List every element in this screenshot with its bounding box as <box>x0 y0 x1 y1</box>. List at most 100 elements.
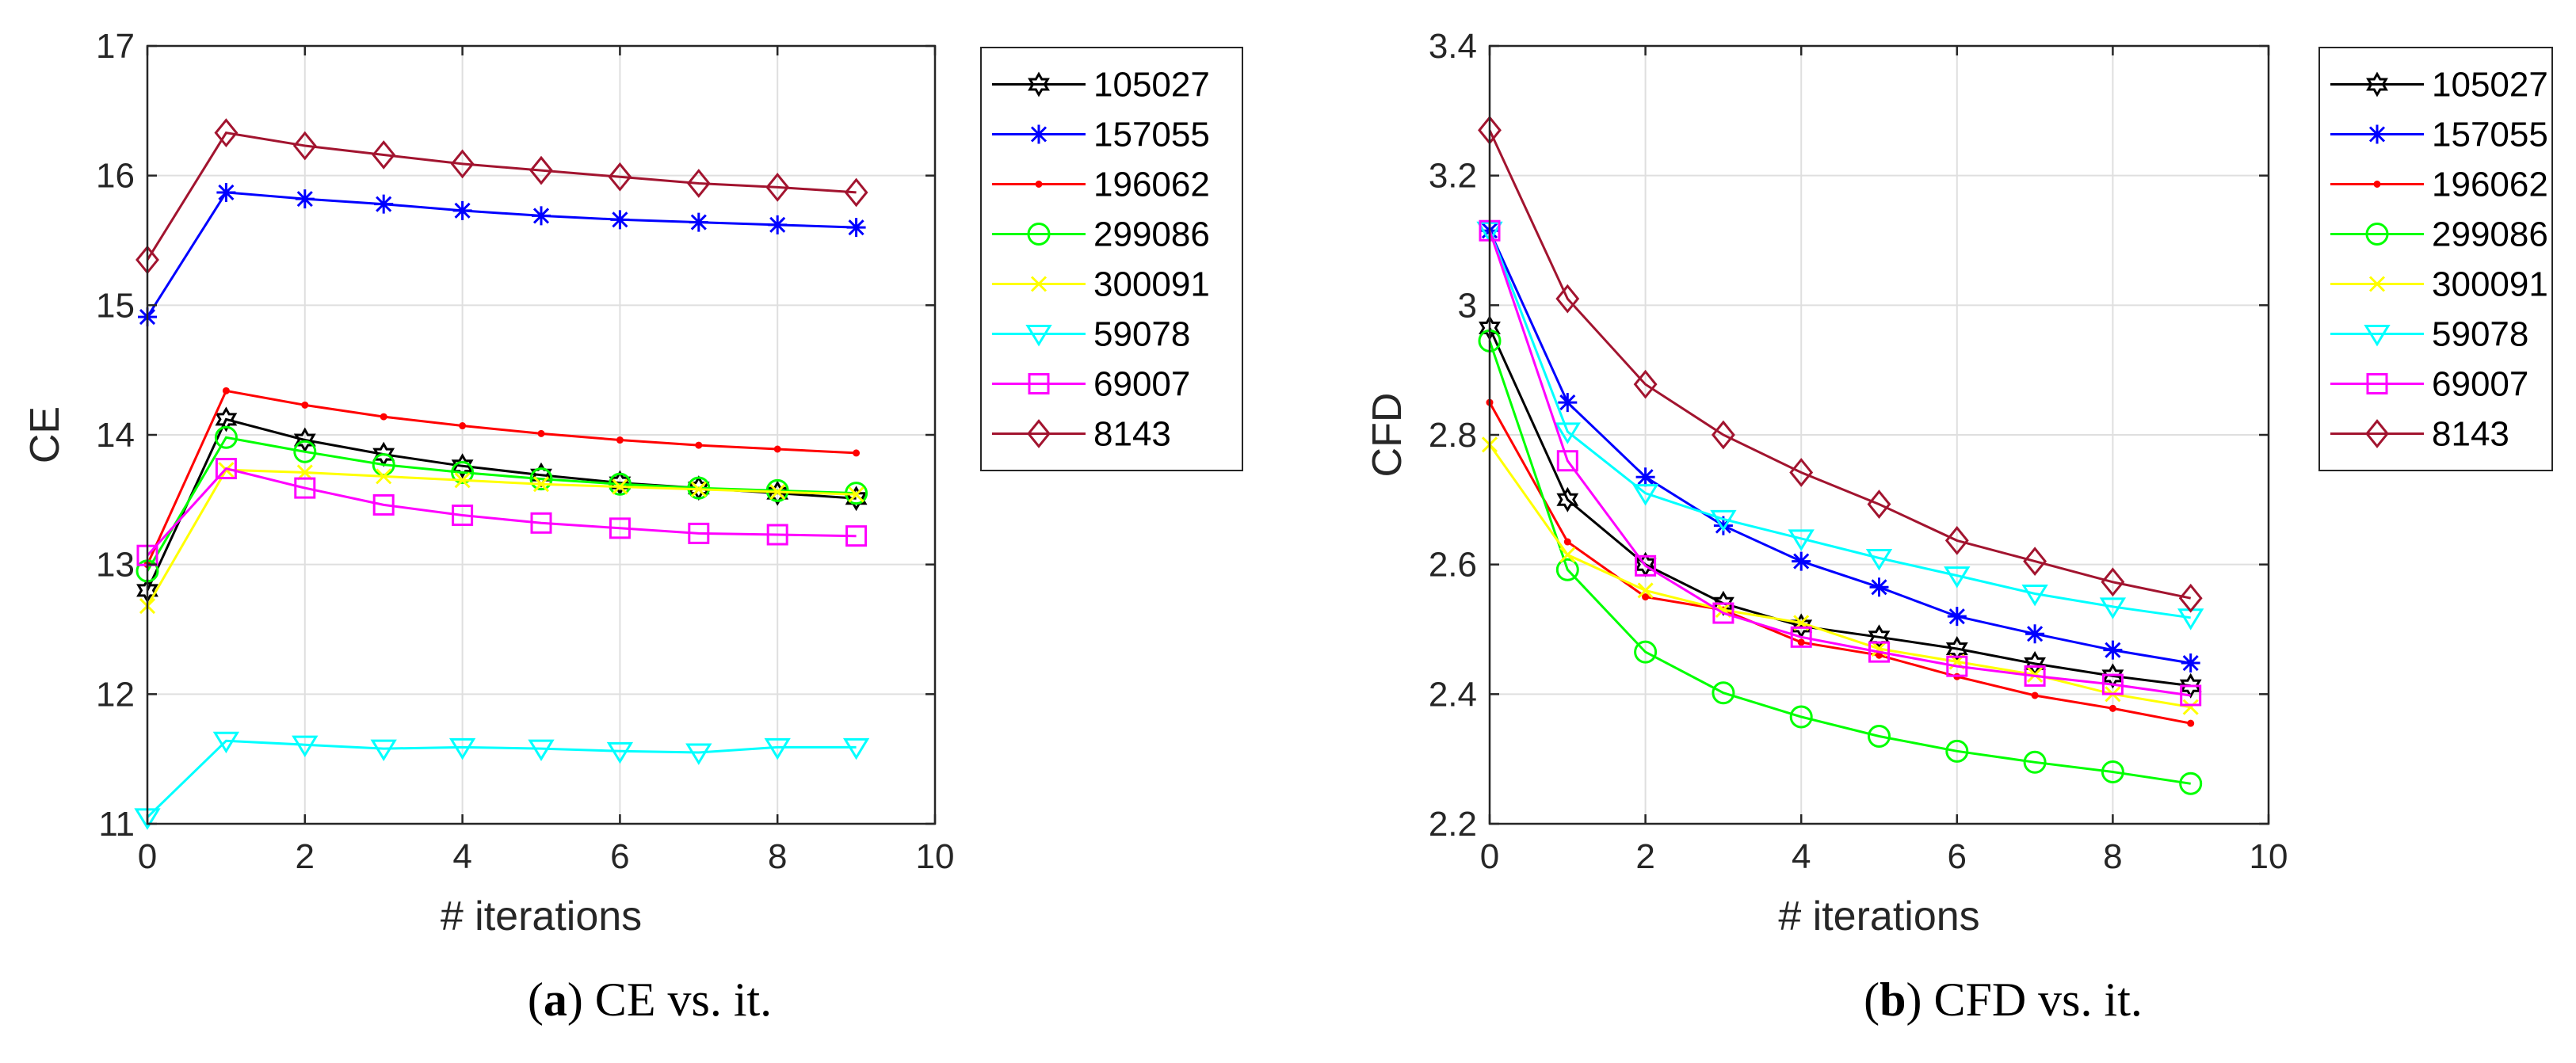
point-b-299086-4 <box>1789 705 1813 729</box>
point-a-196062-6 <box>616 436 624 444</box>
point-a-59078-8 <box>764 737 791 760</box>
point-b-105027-8 <box>2101 663 2124 689</box>
legend-entry-b-196062: 196062 <box>2330 166 2548 204</box>
legend-label-a-157055: 157055 <box>1093 116 1210 154</box>
legend-label-a-300091: 300091 <box>1093 265 1210 304</box>
point-a-300091-7 <box>690 481 707 497</box>
point-b-69007-7 <box>2024 665 2046 687</box>
point-a-300091-9 <box>848 486 864 503</box>
legend-marker-b-59078 <box>2364 325 2391 347</box>
point-a-69007-2 <box>294 477 316 499</box>
legend-box-a <box>980 47 1243 471</box>
point-b-157055-1 <box>1558 393 1578 413</box>
ytick-label-b-2: 2.6 <box>1429 546 1477 585</box>
xtick-label-b-0: 0 <box>1480 837 1499 876</box>
point-a-69007-4 <box>452 504 474 526</box>
point-b-8143-1 <box>1555 284 1580 314</box>
xtick-label-a-4: 8 <box>768 837 787 876</box>
point-b-59078-7 <box>2021 584 2048 607</box>
caption-b-text: CFD vs. it. <box>1933 973 2143 1026</box>
point-b-157055-5 <box>1869 577 1889 597</box>
ytick-label-b-1: 2.4 <box>1429 675 1477 714</box>
yaxis-label-b: CFD <box>1364 393 1410 478</box>
ytick-label-b-6: 3.4 <box>1429 27 1477 66</box>
point-a-300091-6 <box>612 478 628 495</box>
point-a-157055-4 <box>452 200 472 220</box>
point-b-300091-9 <box>2182 699 2199 715</box>
point-b-157055-4 <box>1792 551 1811 571</box>
point-a-59078-3 <box>370 739 397 761</box>
legend-marker-a-59078 <box>1025 325 1052 347</box>
legend-marker-b-300091 <box>2368 276 2386 292</box>
ytick-label-a-0: 11 <box>98 805 135 844</box>
legend-marker-a-299086 <box>1027 223 1051 246</box>
point-b-300091-1 <box>1559 547 1576 563</box>
series-line-a-299086 <box>146 436 857 572</box>
legend-marker-a-157055 <box>1029 124 1048 144</box>
point-b-69007-8 <box>2101 673 2124 695</box>
point-a-105027-2 <box>293 427 316 453</box>
xaxis-label-a: # iterations <box>441 893 642 939</box>
point-a-157055-1 <box>216 182 236 202</box>
point-a-299086-4 <box>451 460 475 484</box>
point-b-59078-8 <box>2099 597 2127 619</box>
legend-entry-a-196062: 196062 <box>992 166 1210 204</box>
series-line-b-157055 <box>1488 230 2191 665</box>
point-a-299086-5 <box>529 467 553 491</box>
legend-entry-a-299086: 299086 <box>992 215 1210 254</box>
legend-entry-b-300091: 300091 <box>2330 265 2548 304</box>
series-line-b-300091 <box>1488 444 2191 709</box>
point-a-157055-6 <box>610 210 630 230</box>
point-a-196062-9 <box>853 449 861 457</box>
point-b-8143-8 <box>2101 567 2125 597</box>
ytick-label-a-2: 13 <box>96 546 135 585</box>
point-a-300091-8 <box>769 483 786 501</box>
point-a-157055-9 <box>846 218 866 238</box>
legend-label-a-105027: 105027 <box>1093 66 1210 105</box>
series-b-299086 <box>1478 329 2203 795</box>
legend-entry-a-157055: 157055 <box>992 116 1210 154</box>
legend-label-a-299086: 299086 <box>1093 215 1210 254</box>
series-b-300091 <box>1481 436 2199 715</box>
xtick-label-a-5: 10 <box>916 837 955 876</box>
series-line-a-59078 <box>146 739 857 818</box>
grid-b <box>1490 46 2269 824</box>
point-b-196062-4 <box>1797 638 1805 646</box>
legend-marker-a-8143 <box>1027 419 1051 448</box>
point-b-105027-1 <box>1556 486 1579 512</box>
point-a-69007-1 <box>215 458 237 480</box>
legend-label-a-69007: 69007 <box>1093 365 1190 404</box>
point-b-157055-7 <box>2025 624 2045 644</box>
caption-a-letter: a <box>543 973 567 1026</box>
point-a-299086-1 <box>214 425 238 449</box>
xtick-label-a-2: 4 <box>452 837 471 876</box>
point-b-59078-5 <box>1865 548 1893 571</box>
legend-label-b-59078: 59078 <box>2432 315 2528 354</box>
point-b-69007-9 <box>2180 684 2202 707</box>
caption-a: (a) CE vs. it. <box>527 973 773 1026</box>
point-a-196062-5 <box>537 429 545 437</box>
point-a-8143-6 <box>608 162 632 192</box>
point-a-69007-5 <box>530 512 552 534</box>
caption-b: (b) CFD vs. it. <box>1864 973 2143 1026</box>
point-a-8143-4 <box>450 149 475 179</box>
point-b-8143-9 <box>2178 583 2203 613</box>
legend-marker-b-157055 <box>2368 124 2387 144</box>
series-line-b-69007 <box>1488 230 2191 697</box>
legend-entry-a-105027: 105027 <box>992 66 1210 105</box>
point-b-8143-5 <box>1867 490 1891 519</box>
series-a-8143 <box>135 118 868 275</box>
legend-label-b-69007: 69007 <box>2432 365 2528 404</box>
point-b-157055-9 <box>2181 653 2200 673</box>
point-b-157055-3 <box>1713 516 1733 535</box>
legend-label-a-8143: 8143 <box>1093 415 1171 454</box>
point-b-196062-2 <box>1642 593 1650 601</box>
point-a-8143-2 <box>292 131 317 161</box>
point-a-59078-5 <box>528 739 555 761</box>
point-b-69007-6 <box>1946 655 1968 677</box>
point-a-105027-1 <box>215 406 238 432</box>
point-b-8143-4 <box>1789 458 1814 487</box>
xtick-label-a-1: 2 <box>296 837 315 876</box>
legend-marker-b-299086 <box>2365 223 2389 246</box>
